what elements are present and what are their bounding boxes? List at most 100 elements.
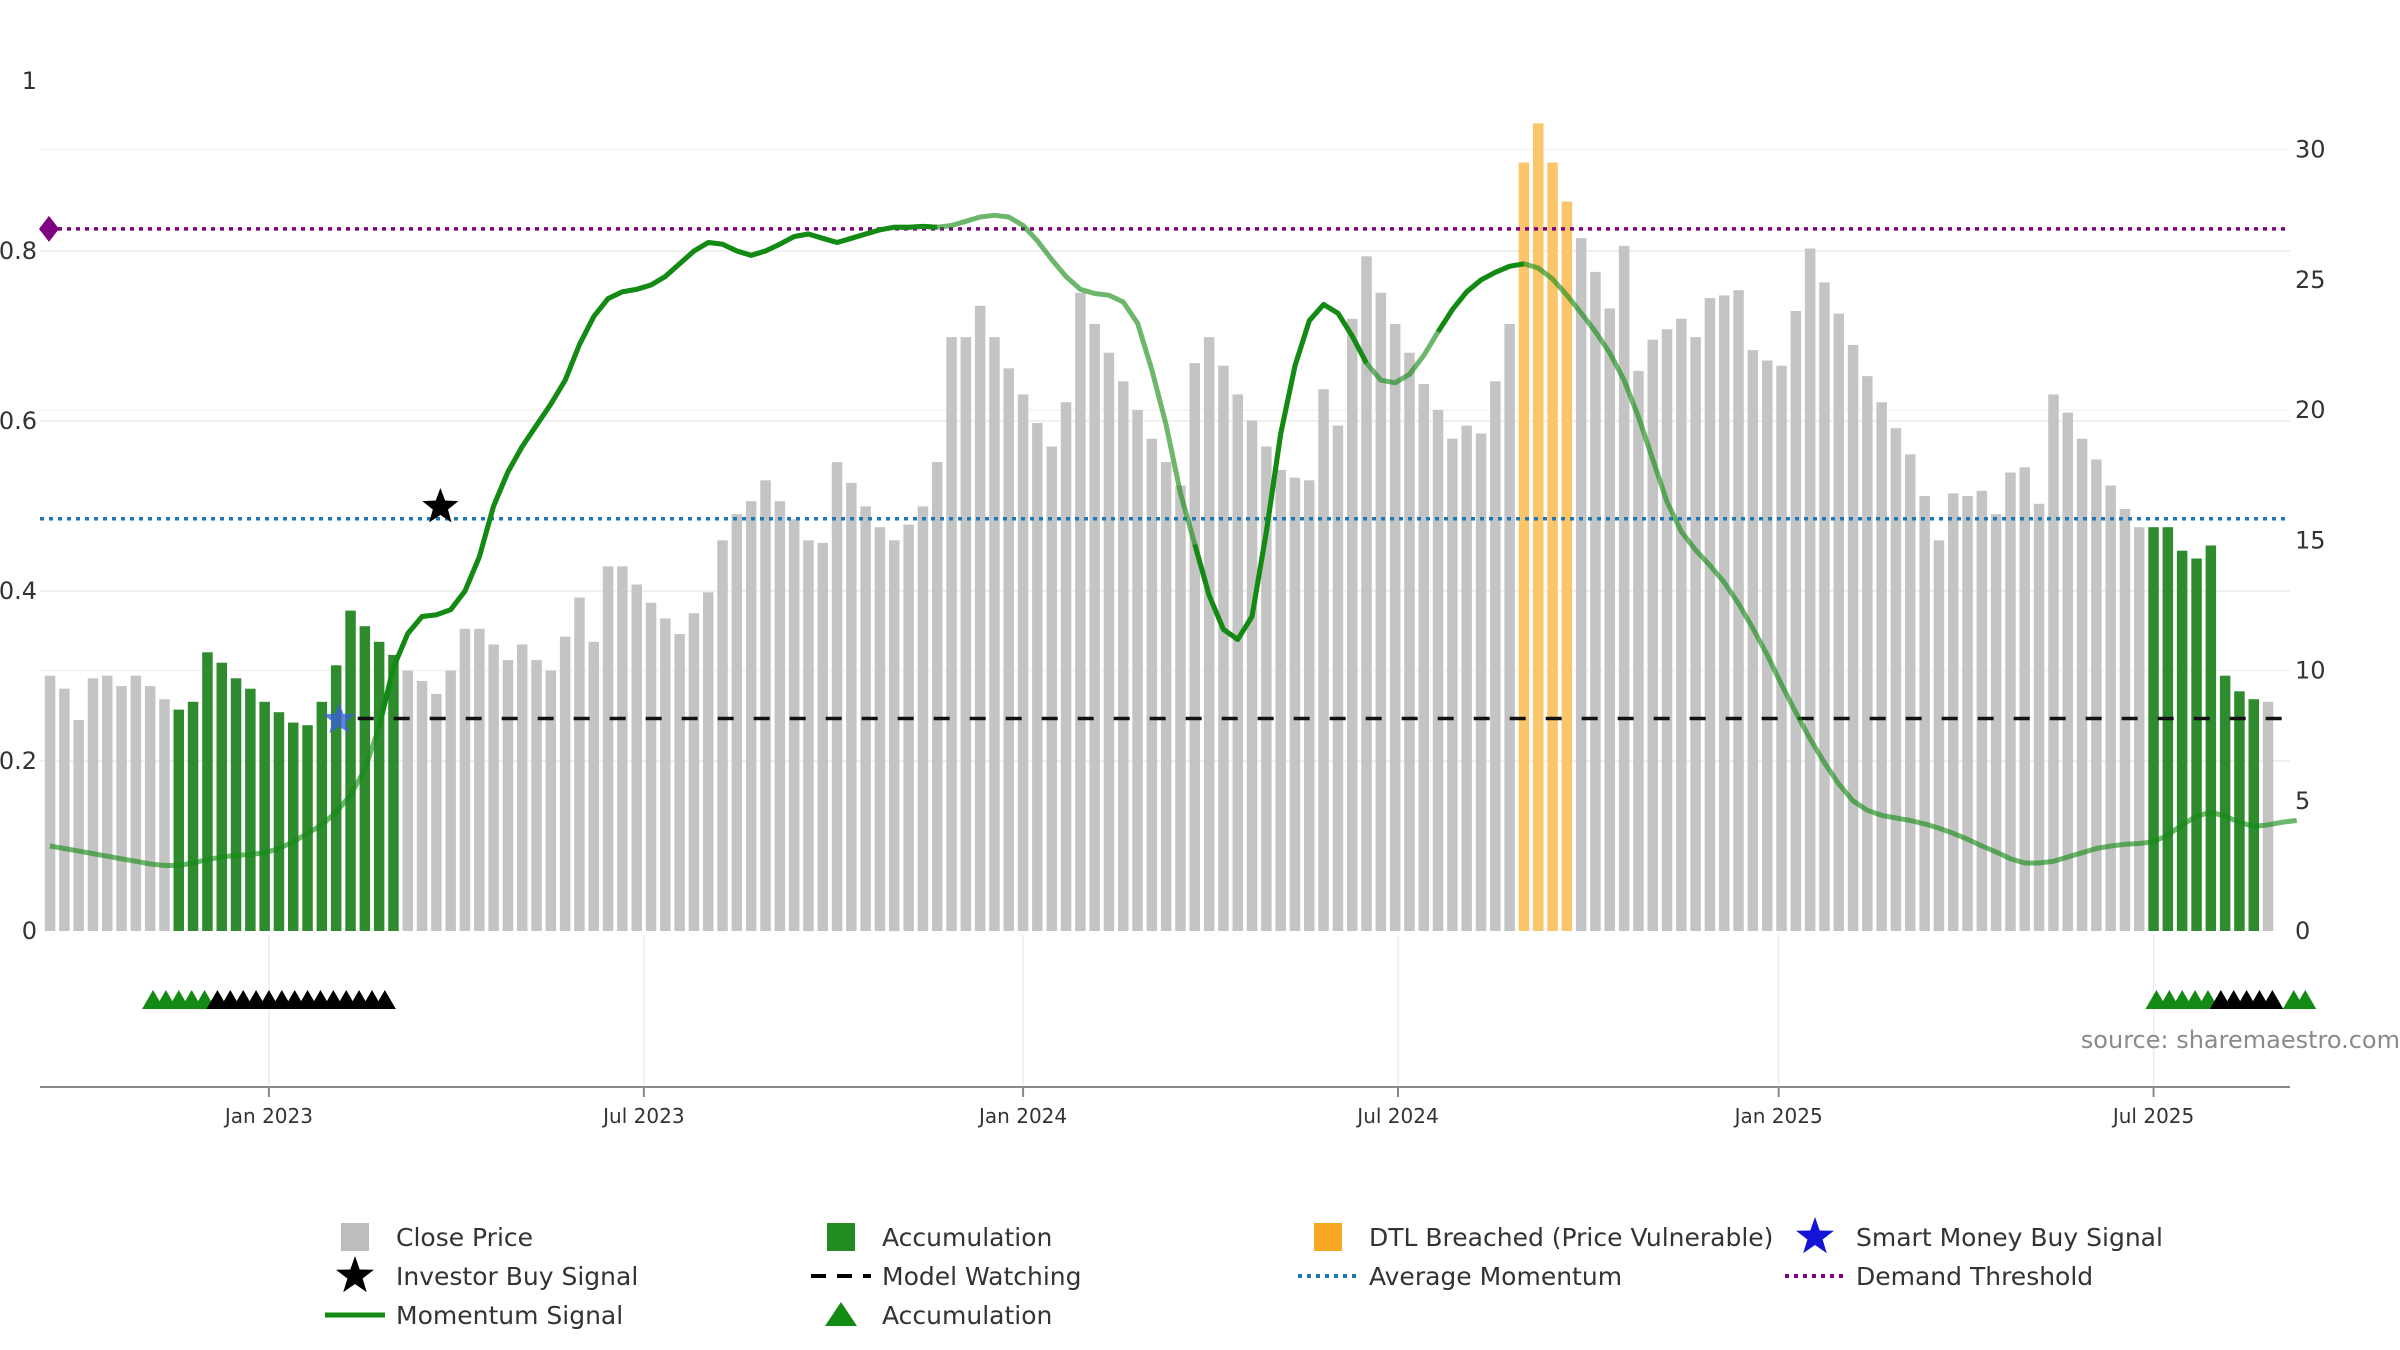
close-price-bar [2033,503,2045,931]
legend-label: Accumulation [882,1301,1052,1330]
close-price-bar [1933,540,1945,932]
close-price-bar [1289,477,1301,931]
close-price-bar [2105,485,2116,931]
close-price-bar [1490,381,1501,931]
close-price-bar [574,597,585,931]
demand-threshold-marker [39,215,59,242]
close-price-bar [1804,248,1816,931]
close-price-bar [1218,365,1229,931]
close-price-bar [559,636,571,931]
accumulation-bar [2205,545,2217,931]
dtl-breached-bar [1561,201,1573,932]
y-right-tick-label: 5 [2295,787,2310,815]
accumulation-bar [245,688,256,931]
close-price-bar [717,540,728,932]
momentum-signal-faded [49,212,2297,868]
close-price-bar [1203,337,1215,932]
y-left-tick-label: 1 [22,67,37,95]
close-price-bar [1733,290,1744,931]
y-left-tick-label: 0.6 [0,407,37,435]
momentum-signal-strong [1192,302,1369,642]
close-price-bar [1633,370,1644,931]
legend-swatch-star [1796,1217,1834,1254]
close-price-bar [1590,271,1601,931]
close-price-bar [1962,496,1973,931]
legend-label: Momentum Signal [396,1301,623,1330]
close-price-bar [2076,438,2088,931]
y-right-tick-label: 30 [2295,136,2326,164]
close-price-bar [703,592,714,931]
close-price-bar [59,688,70,931]
close-price-bar [1103,352,1115,931]
accumulation-bar [330,665,342,931]
investor-buy-marker [2261,990,2284,1009]
legend-swatch-square [341,1223,369,1251]
close-price-bar [1604,308,1615,931]
y-left-tick-label: 0.8 [0,237,37,265]
close-price-bar [2062,412,2073,932]
close-price-bar [1146,438,1158,931]
close-price-bar [1618,245,1630,931]
close-price-bar [1504,324,1515,931]
close-price-bar [602,566,614,931]
close-price-bar [517,644,528,931]
axes: Jan 2023 Jul 2023 Jan 2024 Jul 2024 Jan 2025… [0,67,2326,1128]
close-price-bar [745,501,757,931]
accumulation-bar [2162,527,2174,931]
close-price-bar [1060,402,1072,931]
close-price-bar [1919,496,1930,931]
close-price-bar [1017,394,1029,931]
momentum-signal-strong [1435,261,1525,334]
close-price-bar [488,644,499,931]
close-price-bar [531,660,542,931]
price-bars [44,123,2274,932]
close-price-bar [1690,337,1701,932]
close-price-bar [1118,381,1129,931]
close-price-bar [1647,339,1658,931]
close-price-bar [674,634,685,931]
y-right-tick-label: 15 [2295,526,2326,554]
investor-buy-star [422,488,459,523]
close-price-bar [788,519,800,931]
close-price-bar [1976,490,1988,931]
legend-swatch-triangle [825,1302,857,1326]
close-price-bar [946,337,957,932]
legend-swatch-star [336,1256,374,1293]
dtl-breached-bar [1547,162,1558,931]
close-price-bar [774,501,786,931]
x-tick-label: Jan 2025 [1733,1104,1823,1128]
accumulation-bar [373,641,385,931]
y-right-tick-label: 25 [2295,266,2326,294]
dtl-breached-bar [1533,123,1544,931]
y-right-tick-label: 0 [2295,917,2310,945]
y-left-tick-label: 0.4 [0,577,37,605]
x-tick-label: Jul 2024 [1355,1104,1438,1128]
buy-signals [39,215,459,734]
close-price-bar [645,602,657,931]
momentum-signal-line [49,212,2297,868]
accumulation-marker [2294,990,2317,1009]
legend-swatch-square [827,1223,855,1251]
close-price-bar [1332,425,1344,931]
accumulation-bar [2191,558,2202,931]
close-price-bar [846,482,857,931]
legend-label: Smart Money Buy Signal [1856,1223,2163,1252]
close-price-bar [617,566,628,931]
close-price-bar [1676,318,1687,931]
close-price-bar [1418,383,1429,931]
close-price-bar [1089,324,1100,931]
close-price-bar [1132,410,1143,931]
close-price-bar [1261,446,1272,931]
close-price-bar [660,618,671,931]
accumulation-bar [2248,699,2259,931]
close-price-bar [803,540,814,932]
close-price-bar [932,462,943,931]
close-price-bar [44,675,56,931]
close-price-bar [1790,311,1802,931]
x-tick-label: Jan 2024 [977,1104,1067,1128]
close-price-bar [445,670,456,931]
close-price-bar [874,527,886,931]
accumulation-bar [259,701,270,931]
close-price-bar [1847,344,1859,931]
close-price-bar [817,542,828,931]
